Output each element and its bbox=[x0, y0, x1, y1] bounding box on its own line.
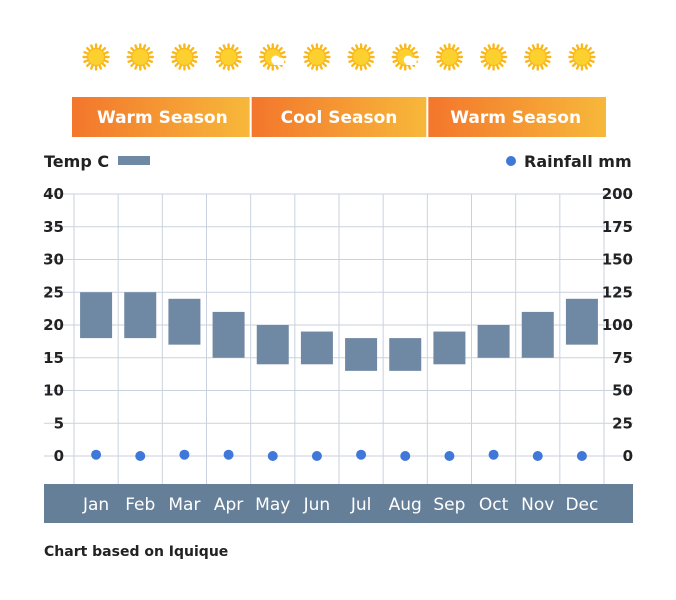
season-band bbox=[428, 97, 606, 137]
right-tick-label: 175 bbox=[602, 218, 633, 236]
sun-icon bbox=[82, 43, 110, 71]
left-tick-label: 15 bbox=[43, 349, 64, 367]
season-band bbox=[72, 97, 250, 137]
left-tick-label: 10 bbox=[43, 382, 64, 400]
rain-dots bbox=[91, 449, 587, 461]
temp-bar-may bbox=[256, 325, 289, 365]
right-tick-label: 75 bbox=[612, 349, 633, 367]
rain-dot-sep bbox=[444, 451, 455, 461]
right-tick-label: 200 bbox=[602, 185, 633, 203]
temp-bar-jul bbox=[345, 338, 378, 371]
left-tick-label: 5 bbox=[54, 414, 64, 432]
left-tick-label: 25 bbox=[43, 283, 64, 301]
rain-dot-dec bbox=[576, 451, 587, 461]
season-band bbox=[251, 97, 427, 137]
left-tick-label: 35 bbox=[43, 218, 64, 236]
month-label-aug: Aug bbox=[389, 495, 422, 515]
rain-dot-jan bbox=[91, 449, 102, 460]
legend-rain-marker bbox=[506, 156, 516, 166]
temp-bars bbox=[80, 292, 598, 371]
temp-bar-dec bbox=[565, 298, 598, 345]
temp-bar-feb bbox=[124, 292, 157, 339]
rain-dot-jul bbox=[356, 449, 367, 460]
temp-bar-aug bbox=[389, 338, 422, 371]
month-label-dec: Dec bbox=[565, 495, 598, 515]
rain-dot-aug bbox=[400, 451, 411, 461]
right-tick-label: 150 bbox=[602, 251, 633, 269]
month-label-jun: Jun bbox=[303, 495, 331, 515]
month-label-nov: Nov bbox=[521, 495, 554, 515]
sun-icon bbox=[303, 43, 331, 71]
season-bands: Warm Season Cool Season Warm Season bbox=[72, 97, 606, 137]
left-tick-label: 40 bbox=[43, 185, 64, 203]
right-tick-label: 0 bbox=[623, 447, 633, 465]
right-tick-label: 100 bbox=[602, 316, 633, 334]
month-label-oct: Oct bbox=[479, 495, 509, 515]
temp-bar-mar bbox=[168, 298, 201, 345]
month-label-mar: Mar bbox=[168, 495, 200, 515]
right-tick-label: 25 bbox=[612, 414, 633, 432]
left-tick-label: 30 bbox=[43, 251, 64, 269]
temp-bar-nov bbox=[521, 311, 554, 358]
temp-bar-jan bbox=[80, 292, 113, 339]
right-tick-label: 125 bbox=[602, 283, 633, 301]
y-axis-left: 0 5 10 15 20 25 30 35 40 bbox=[43, 185, 64, 465]
month-band bbox=[44, 484, 633, 523]
rain-dot-mar bbox=[179, 449, 190, 460]
temp-bar-oct bbox=[477, 325, 510, 358]
month-label-feb: Feb bbox=[125, 495, 155, 515]
sun-icon bbox=[170, 43, 199, 71]
season-label: Warm Season bbox=[97, 108, 228, 128]
weather-icons-row bbox=[82, 43, 596, 71]
plot-grid bbox=[44, 193, 633, 484]
month-label-apr: Apr bbox=[214, 495, 243, 515]
rain-dot-feb bbox=[135, 451, 146, 461]
rain-dot-jun bbox=[311, 451, 322, 461]
sun-icon bbox=[479, 43, 508, 71]
footer-note: Chart based on Iquique bbox=[44, 544, 228, 560]
rain-dot-nov bbox=[532, 451, 543, 461]
sun-icon bbox=[524, 43, 552, 71]
season-label: Cool Season bbox=[281, 108, 398, 128]
month-labels: Jan Feb Mar Apr May Jun Jul Aug Sep Oct Nov Dec bbox=[82, 495, 598, 515]
y-axis-right: 0 25 50 75 100 125 150 175 200 bbox=[602, 185, 633, 465]
left-tick-label: 0 bbox=[54, 447, 64, 465]
month-label-sep: Sep bbox=[433, 495, 465, 515]
temp-bar-apr bbox=[212, 311, 245, 358]
month-label-jan: Jan bbox=[82, 495, 109, 515]
legend: Temp C Rainfall mm bbox=[44, 152, 632, 171]
legend-rain-label: Rainfall mm bbox=[524, 152, 632, 171]
month-label-may: May bbox=[255, 495, 290, 515]
legend-temp-swatch bbox=[118, 156, 150, 165]
rain-dot-oct bbox=[488, 449, 499, 460]
temp-bar-jun bbox=[300, 331, 333, 365]
left-tick-label: 20 bbox=[43, 316, 64, 334]
rain-dot-may bbox=[267, 451, 278, 461]
right-tick-label: 50 bbox=[612, 382, 633, 400]
sun-icon bbox=[126, 43, 154, 71]
season-label: Warm Season bbox=[450, 108, 581, 128]
sun-icon bbox=[435, 43, 464, 71]
rain-dot-apr bbox=[223, 449, 234, 460]
temp-bar-sep bbox=[433, 331, 466, 365]
legend-temp-label: Temp C bbox=[44, 152, 109, 171]
month-label-jul: Jul bbox=[350, 495, 372, 515]
sun-icon bbox=[214, 43, 243, 71]
sun-icon bbox=[347, 43, 375, 71]
partly-sunny-icon bbox=[391, 43, 419, 71]
partly-sunny-icon bbox=[259, 43, 287, 71]
sun-icon bbox=[568, 43, 596, 71]
